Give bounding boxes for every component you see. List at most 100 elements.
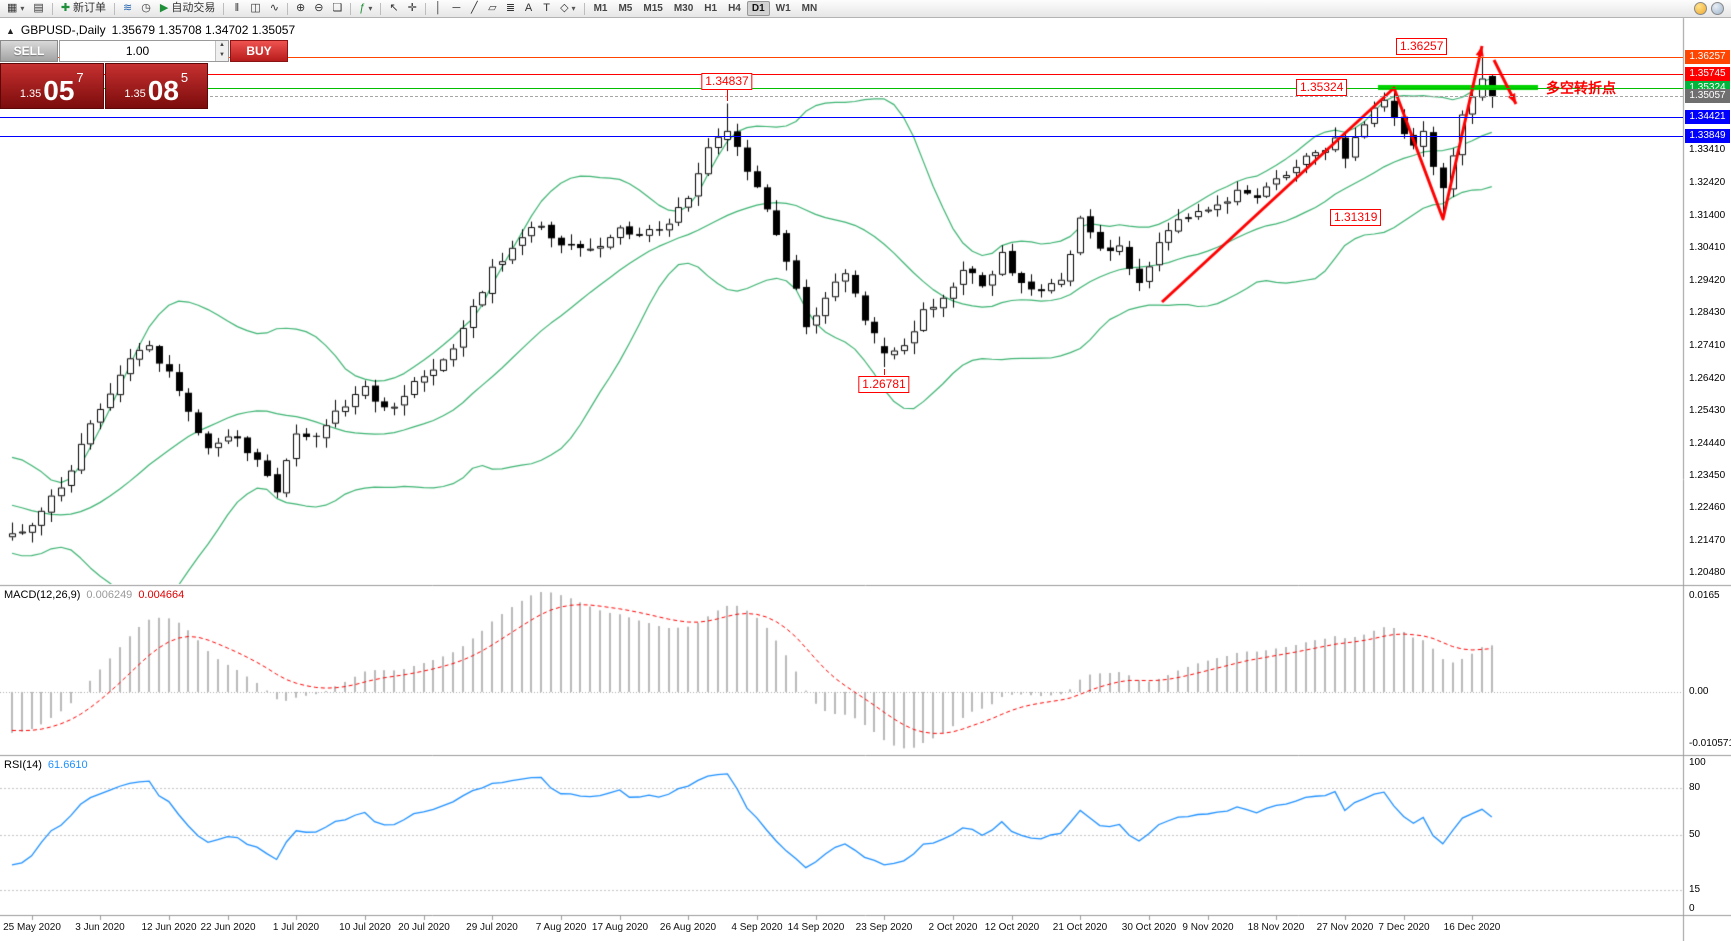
text-label-button[interactable]: T [538, 1, 555, 16]
buy-price-display[interactable]: 1.35 08 5 [104, 63, 208, 109]
zoom-in-icon: ⊕ [295, 2, 306, 14]
profiles-button[interactable]: ▤ [29, 1, 47, 16]
price-annotation-label[interactable]: 1.34837 [701, 73, 753, 90]
sell-price-big: 05 [43, 75, 75, 106]
price-annotation-label[interactable]: 1.36257 [1396, 38, 1448, 55]
vertical-line-button[interactable]: │ [430, 1, 447, 16]
timeframe-m30-button[interactable]: M30 [673, 3, 694, 14]
horizontal-line-icon: ─ [452, 2, 461, 14]
toolbar-separator [51, 2, 53, 15]
community-icon[interactable] [1694, 2, 1707, 15]
price-axis-tick: 1.22460 [1689, 502, 1726, 513]
cursor-button[interactable]: ↖ [385, 1, 402, 16]
bar-chart-button[interactable]: ‖ [228, 1, 245, 16]
autotrading-button[interactable]: ▶ 自动交易 [156, 1, 219, 16]
price-axis-tick: 1.33410 [1689, 144, 1726, 155]
turning-point-label[interactable]: 多空转折点 [1546, 80, 1616, 96]
chart-ohlc-values: 1.35679 1.35708 1.34702 1.35057 [111, 23, 296, 37]
price-level-line[interactable] [0, 74, 1683, 75]
volume-input[interactable] [60, 41, 215, 61]
tile-windows-button[interactable]: ❏ [328, 1, 346, 16]
toolbar-separator [380, 2, 382, 15]
buy-button[interactable]: BUY [230, 40, 288, 62]
autotrading-icon: ▶ [159, 2, 169, 14]
price-level-line[interactable] [0, 88, 1683, 89]
date-axis-label: 9 Nov 2020 [1182, 922, 1234, 933]
trendline-icon: ╱ [471, 2, 478, 14]
timeframe-mn-button[interactable]: MN [801, 3, 818, 14]
one-click-toggle-icon[interactable]: ▲ [6, 26, 15, 36]
new-chart-icon: ▦ [7, 2, 18, 14]
macd-axis-min: -0.010571 [1689, 738, 1731, 749]
market-depth-button[interactable]: ≋ [119, 1, 136, 16]
zoom-out-button[interactable]: ⊖ [310, 1, 327, 16]
channel-button[interactable]: ▱ [484, 1, 501, 16]
indicators-button[interactable]: ƒ ▾ [355, 1, 376, 16]
price-axis-tick: 1.20480 [1689, 567, 1726, 578]
date-axis-label: 29 Jul 2020 [466, 922, 518, 933]
price-annotation-label[interactable]: 1.26781 [858, 376, 910, 393]
timeframe-h4-button[interactable]: H4 [728, 3, 741, 14]
price-annotation-label[interactable]: 1.35324 [1296, 79, 1348, 96]
rsi-axis-label: 0 [1689, 903, 1695, 914]
date-axis-label: 3 Jun 2020 [75, 922, 125, 933]
horizontal-line-button[interactable]: ─ [448, 1, 465, 16]
price-axis-tick: 1.28430 [1689, 307, 1726, 318]
volume-field: ▲ ▼ [59, 40, 229, 62]
bar-chart-icon: ‖ [234, 2, 240, 14]
new-order-icon: ✚ [60, 2, 71, 14]
macd-header: MACD(12,26,9) 0.006249 0.004664 [4, 589, 184, 601]
shapes-icon: ◇ [560, 2, 569, 14]
help-icon[interactable] [1711, 2, 1724, 15]
new-order-button[interactable]: ✚ 新订单 [57, 1, 110, 16]
volume-up-icon[interactable]: ▲ [216, 41, 228, 51]
sell-price-display[interactable]: 1.35 05 7 [0, 63, 104, 109]
volume-down-icon[interactable]: ▼ [216, 51, 228, 61]
new-chart-button[interactable]: ▦ ▾ [3, 1, 28, 16]
timeframe-w1-button[interactable]: W1 [775, 3, 791, 14]
rsi-axis-label: 50 [1689, 829, 1701, 840]
price-level-line[interactable] [0, 136, 1683, 137]
line-chart-button[interactable]: ∿ [266, 1, 283, 16]
price-annotation-label[interactable]: 1.31319 [1330, 209, 1382, 226]
price-axis-badge: 1.34421 [1685, 110, 1730, 124]
alerts-icon: ◷ [141, 2, 151, 14]
fibonacci-button[interactable]: ≣ [502, 1, 519, 16]
date-axis-label: 21 Oct 2020 [1052, 922, 1108, 933]
sell-button[interactable]: SELL [0, 40, 58, 62]
date-axis-label: 12 Jun 2020 [141, 922, 197, 933]
toolbar-separator [583, 2, 585, 15]
macd-main-value: 0.006249 [86, 589, 133, 601]
crosshair-button[interactable]: ✛ [404, 1, 421, 16]
text-button[interactable]: A [520, 1, 537, 16]
price-level-line[interactable] [0, 117, 1683, 118]
candlestick-button[interactable]: ◫ [246, 1, 264, 16]
price-level-line[interactable] [0, 96, 1683, 97]
timeframe-h1-button[interactable]: H1 [704, 3, 718, 14]
sell-price-pip: 7 [76, 70, 84, 85]
price-axis-tick: 1.25430 [1689, 405, 1726, 416]
rsi-axis-label: 15 [1689, 884, 1701, 895]
chart-title: ▲ GBPUSD-,Daily 1.35679 1.35708 1.34702 1.… [6, 23, 295, 37]
shapes-button[interactable]: ◇ ▾ [556, 1, 579, 16]
date-axis-label: 10 Jul 2020 [339, 922, 391, 933]
channel-icon: ▱ [488, 2, 497, 14]
alerts-button[interactable]: ◷ [137, 1, 155, 16]
date-axis-label: 26 Aug 2020 [659, 922, 717, 933]
zoom-in-button[interactable]: ⊕ [292, 1, 309, 16]
autotrading-label: 自动交易 [171, 2, 216, 14]
cursor-icon: ↖ [389, 2, 399, 14]
price-axis-tick: 1.26420 [1689, 373, 1726, 384]
timeframe-m15-button[interactable]: M15 [643, 3, 663, 14]
timeframe-m1-button[interactable]: M1 [593, 3, 608, 14]
price-level-line[interactable] [0, 57, 1683, 58]
rsi-axis-label: 80 [1689, 782, 1701, 793]
timeframe-m5-button[interactable]: M5 [618, 3, 633, 14]
date-axis-label: 4 Sep 2020 [731, 922, 783, 933]
price-axis-badge: 1.35057 [1685, 89, 1730, 103]
timeframe-d1-button[interactable]: D1 [746, 1, 770, 16]
trendline-button[interactable]: ╱ [466, 1, 483, 16]
toolbar-separator [223, 2, 225, 15]
